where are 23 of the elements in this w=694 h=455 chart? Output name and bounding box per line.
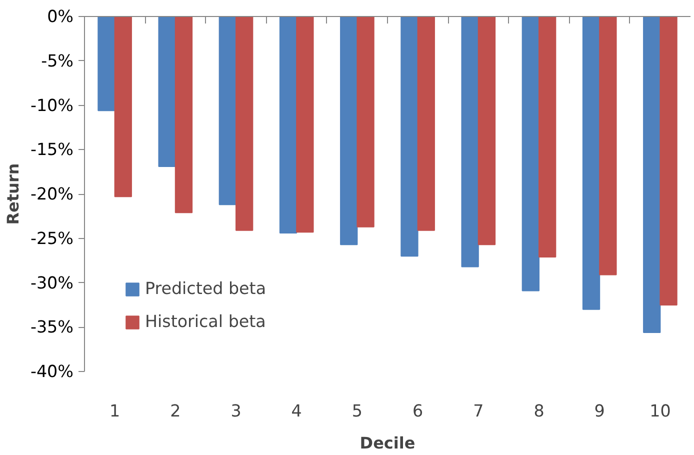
y-tick-label: 0% — [47, 7, 74, 26]
legend-label: Predicted beta — [145, 279, 266, 298]
y-tick-label: -40% — [30, 362, 74, 381]
x-tick-label: 9 — [594, 402, 605, 420]
x-tick-label: 4 — [291, 402, 302, 420]
y-tick-label: -15% — [30, 140, 74, 160]
x-tick-label: 8 — [534, 402, 544, 420]
y-tick-label: -5% — [41, 51, 74, 70]
x-tick-label: 1 — [110, 402, 120, 420]
y-tick-label: -25% — [30, 228, 74, 248]
x-tick-label: 3 — [230, 402, 242, 420]
y-tick-label: -20% — [30, 184, 74, 204]
x-tick-label: 5 — [352, 402, 363, 420]
y-tick-label: -35% — [30, 318, 74, 337]
x-axis-title: Decile — [360, 434, 416, 452]
legend-label: Historical beta — [145, 312, 266, 331]
x-tick-label: 7 — [473, 402, 484, 420]
y-axis-title: Return — [3, 163, 22, 225]
x-tick-label: 6 — [412, 402, 424, 420]
y-tick-label: -30% — [30, 273, 74, 292]
y-tick-label: -10% — [30, 96, 74, 115]
x-tick-label: 2 — [170, 402, 181, 420]
x-tick-label: 10 — [650, 402, 671, 420]
